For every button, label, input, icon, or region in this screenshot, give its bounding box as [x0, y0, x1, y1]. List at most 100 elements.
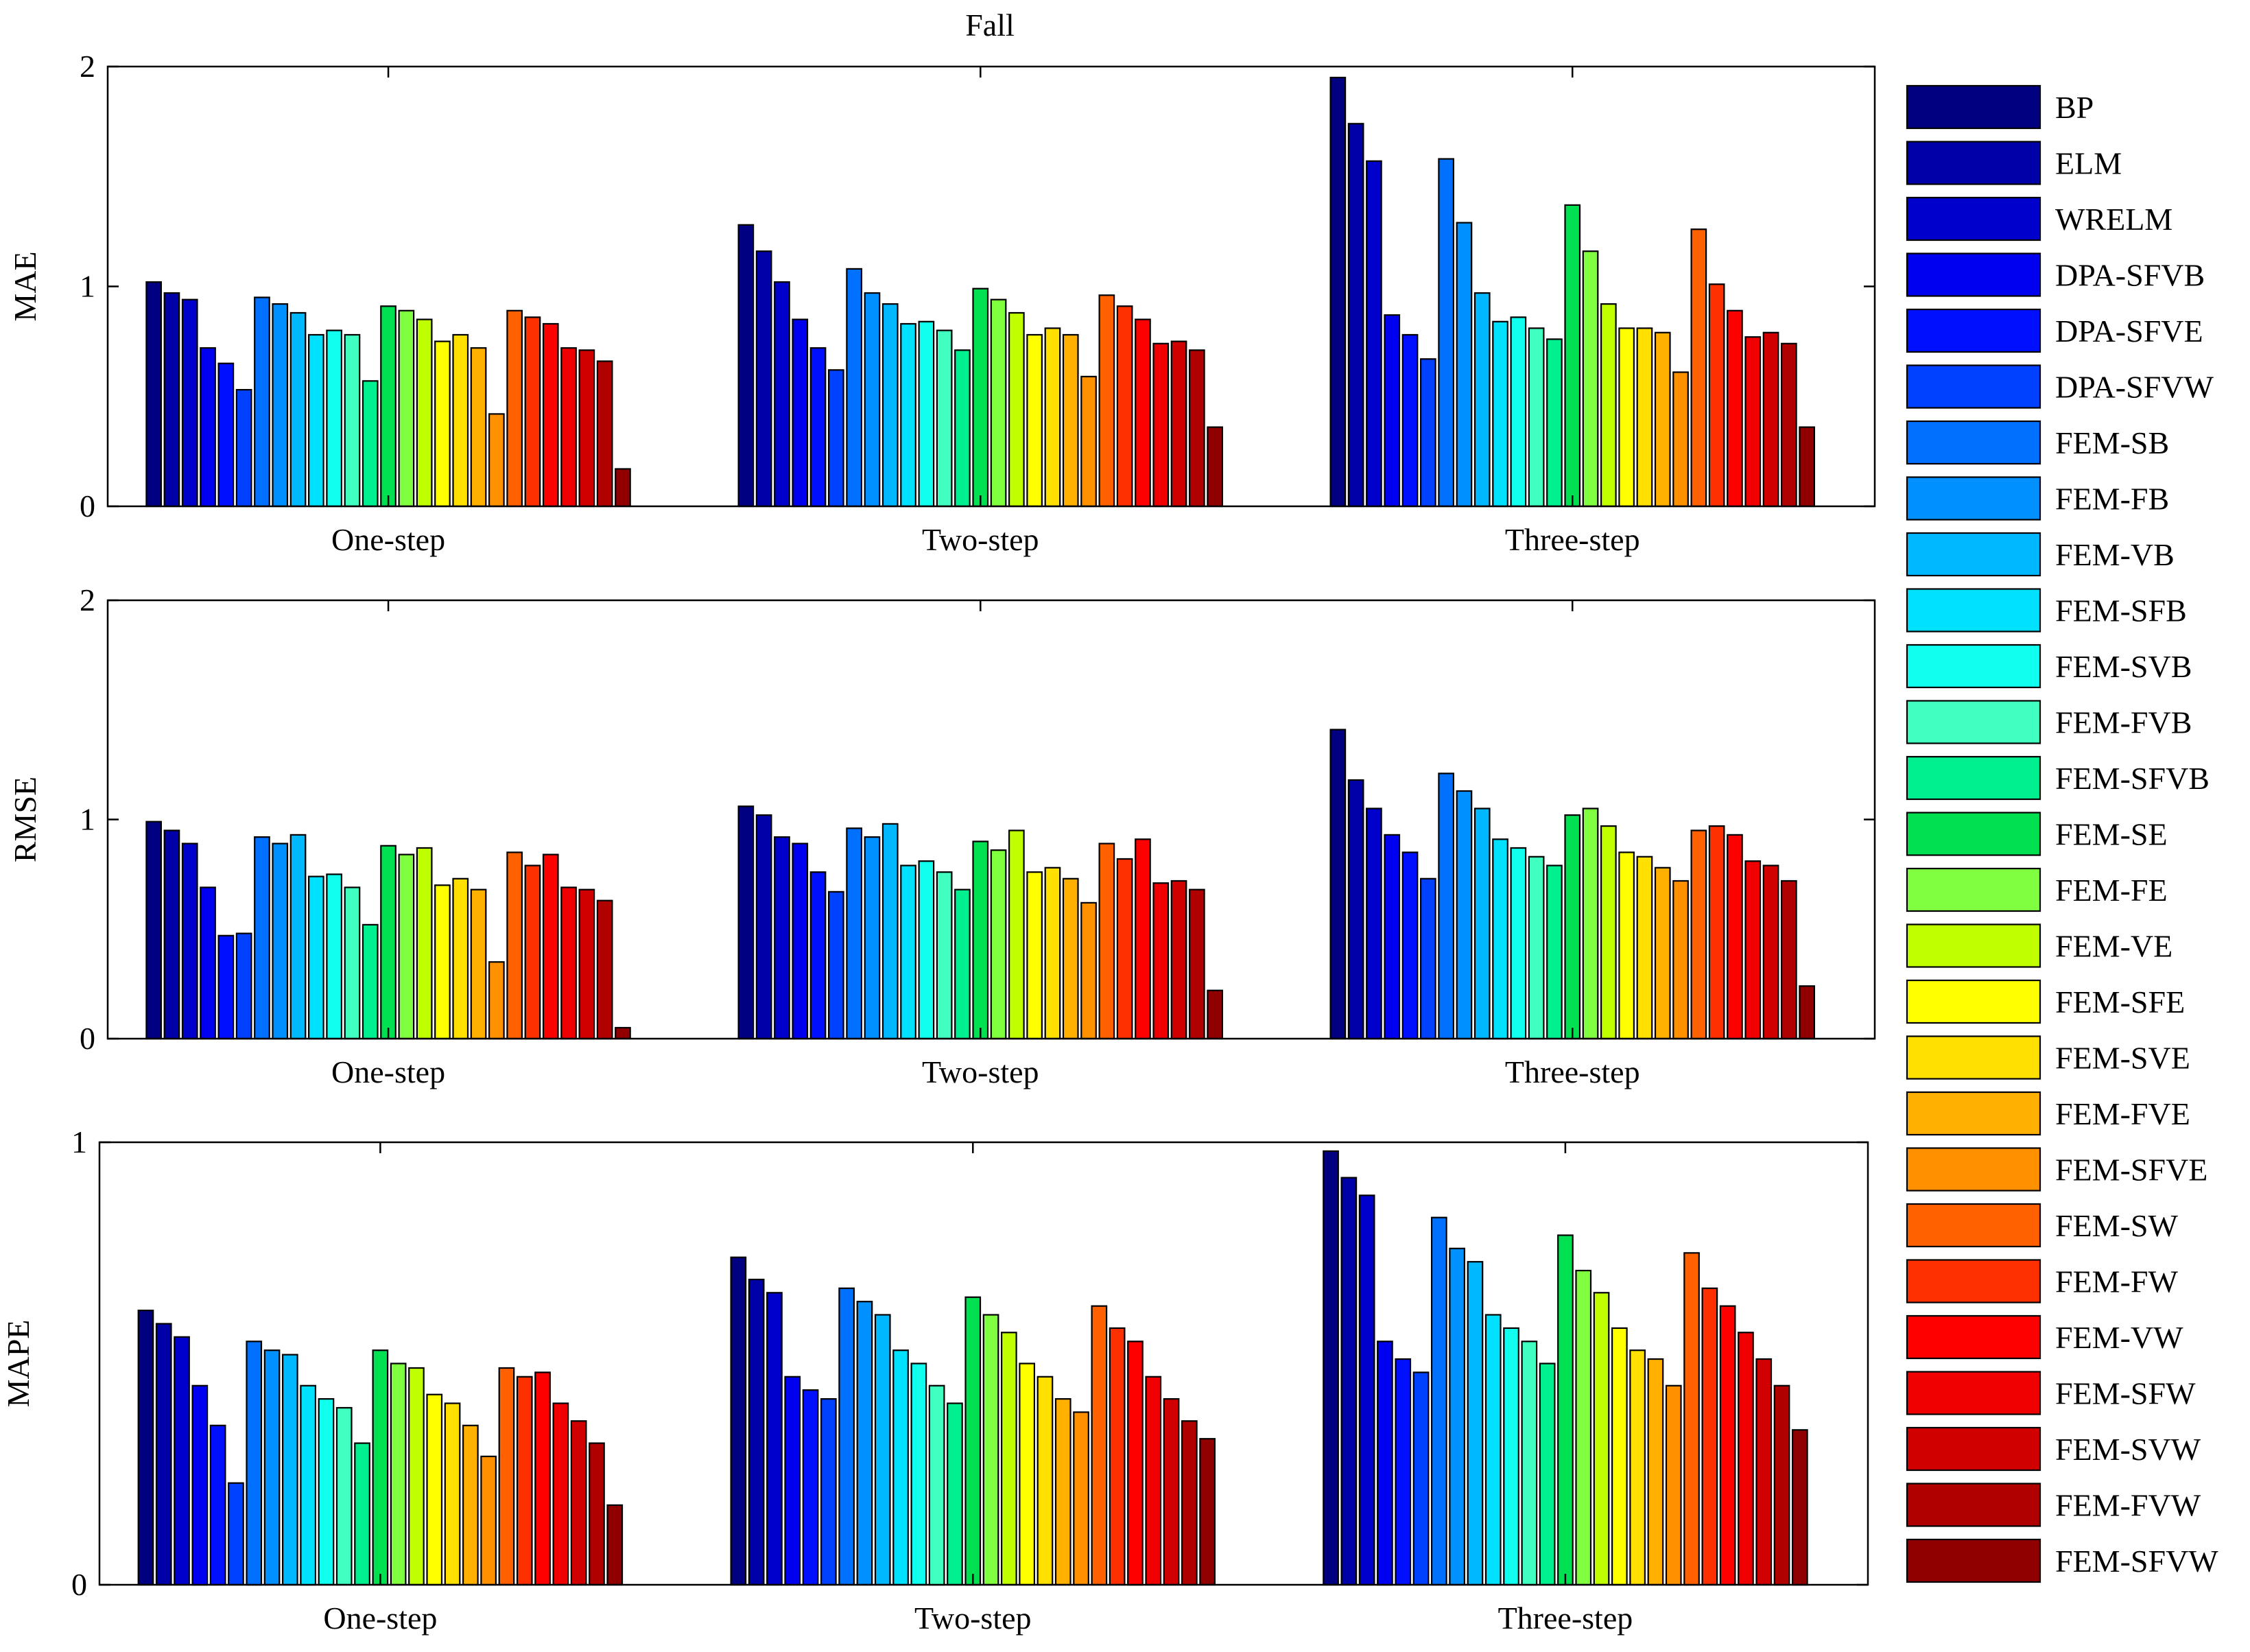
bar-mae-three-step-elm: ELM (Three-step): 1.74	[1347, 123, 1364, 508]
bar-mae-one-step-fem-svb: FEM-SVB (One-step): 0.8	[326, 329, 342, 508]
bar-mape-two-step-fem-sfb: FEM-SFB (Two-step): 0.53	[892, 1349, 909, 1586]
bar-rmse-three-step-fem-sfb: FEM-SFB (Three-step): 0.91	[1492, 838, 1508, 1040]
legend-label: DPA-SFVB	[2055, 258, 2205, 293]
bar-mae-one-step-fem-vw: FEM-VW (One-step): 0.83	[542, 322, 559, 508]
legend-swatch	[1906, 476, 2041, 521]
bar-mae-two-step-fem-fve: FEM-FVE (Two-step): 0.78	[1062, 333, 1079, 508]
bar-rmse-three-step-fem-sfvw: FEM-SFVW (Three-step): 0.24	[1799, 985, 1815, 1040]
bar-mae-three-step-bp: BP (Three-step): 1.95	[1329, 76, 1347, 508]
bar-rmse-three-step-dpa-sfvb: DPA-SFVB (Three-step): 0.93	[1384, 834, 1401, 1040]
bar-mae-one-step-fem-sve: FEM-SVE (One-step): 0.78	[452, 333, 469, 508]
bar-mape-three-step-fem-fvb: FEM-FVB (Three-step): 0.55	[1521, 1341, 1538, 1586]
bar-mae-one-step-fem-sfe: FEM-SFE (One-step): 0.75	[434, 340, 451, 508]
bar-mae-three-step-wrelm: WRELM (Three-step): 1.57	[1366, 160, 1382, 508]
bar-mae-two-step-wrelm: WRELM (Two-step): 1.02	[774, 281, 790, 508]
legend-item: FEM-SFW	[1906, 1371, 2196, 1415]
bar-rmse-two-step-fem-vb: FEM-VB (Two-step): 0.98	[881, 823, 899, 1040]
legend-swatch	[1906, 141, 2041, 185]
bar-rmse-three-step-fem-sfw: FEM-SFW (Three-step): 0.81	[1744, 860, 1762, 1040]
bar-rmse-three-step-fem-sb: FEM-SB (Three-step): 1.21	[1438, 772, 1454, 1040]
bar-mae-three-step-fem-fvb: FEM-FVB (Three-step): 0.81	[1528, 327, 1545, 508]
bar-mae-one-step-fem-sb: FEM-SB (One-step): 0.95	[254, 296, 270, 508]
y-tick-label: 1	[80, 269, 95, 304]
legend-item: FEM-SW	[1906, 1203, 2178, 1248]
bar-mae-one-step-fem-svw: FEM-SVW (One-step): 0.71	[578, 349, 595, 508]
legend-label: FEM-SB	[2055, 425, 2169, 460]
bar-rmse-two-step-bp: BP (Two-step): 1.06	[737, 805, 755, 1040]
bar-mae-three-step-fem-vb: FEM-VB (Three-step): 0.97	[1473, 292, 1491, 508]
bar-rmse-two-step-fem-fb: FEM-FB (Two-step): 0.92	[864, 836, 881, 1040]
bar-rmse-two-step-fem-sfb: FEM-SFB (Two-step): 0.79	[900, 864, 916, 1040]
bar-mae-three-step-fem-sfvw: FEM-SFVW (Three-step): 0.36	[1799, 426, 1815, 508]
legend-item: FEM-FVB	[1906, 700, 2192, 744]
bar-rmse-one-step-fem-sfb: FEM-SFB (One-step): 0.74	[308, 875, 324, 1040]
legend-label: FEM-FE	[2055, 873, 2168, 908]
x-tick-label: Two-step	[914, 1601, 1032, 1636]
bar-mae-three-step-fem-sfb: FEM-SFB (Three-step): 0.84	[1492, 320, 1508, 508]
bar-rmse-one-step-fem-fb: FEM-FB (One-step): 0.89	[272, 842, 289, 1040]
bar-mape-three-step-fem-fb: FEM-FB (Three-step): 0.76	[1449, 1247, 1465, 1586]
bar-rmse-one-step-fem-sfve: FEM-SFVE (One-step): 0.35	[488, 961, 505, 1040]
bar-mape-two-step-fem-sfvw: FEM-SFVW (Two-step): 0.33	[1199, 1438, 1216, 1586]
bar-rmse-two-step-fem-sfvw: FEM-SFVW (Two-step): 0.22	[1207, 989, 1224, 1040]
bar-mape-one-step-fem-fe: FEM-FE (One-step): 0.5	[390, 1362, 407, 1586]
bar-mae-one-step-fem-fb: FEM-FB (One-step): 0.92	[272, 303, 289, 508]
legend-item: FEM-VB	[1906, 532, 2175, 577]
legend-label: FEM-SVB	[2055, 649, 2192, 684]
bar-mape-two-step-fem-sw: FEM-SW (Two-step): 0.63	[1091, 1305, 1108, 1586]
legend-swatch	[1906, 196, 2041, 241]
legend-swatch	[1906, 812, 2041, 856]
bar-mape-three-step-fem-vb: FEM-VB (Three-step): 0.73	[1467, 1261, 1484, 1586]
bar-mape-one-step-fem-fve: FEM-FVE (One-step): 0.36	[462, 1424, 479, 1586]
legend-swatch	[1906, 1314, 2041, 1360]
legend-swatch	[1906, 923, 2041, 968]
bar-mape-two-step-elm: ELM (Two-step): 0.69	[748, 1278, 765, 1586]
legend-label: FEM-SFB	[2055, 593, 2187, 628]
legend-label: ELM	[2055, 146, 2122, 181]
bar-mae-two-step-fem-sfvb: FEM-SFVB (Two-step): 0.71	[954, 349, 971, 508]
bar-rmse-one-step-wrelm: WRELM (One-step): 0.89	[181, 842, 198, 1040]
legend-swatch	[1906, 1147, 2041, 1192]
bar-mae-two-step-fem-ve: FEM-VE (Two-step): 0.88	[1008, 311, 1025, 508]
bar-rmse-two-step-fem-fvw: FEM-FVW (Two-step): 0.68	[1188, 888, 1205, 1040]
bar-mape-one-step-fem-fb: FEM-FB (One-step): 0.53	[263, 1349, 281, 1586]
bar-mape-three-step-fem-sfve: FEM-SFVE (Three-step): 0.45	[1665, 1384, 1682, 1586]
legend-item: FEM-SE	[1906, 812, 2168, 856]
bar-rmse-one-step-fem-svb: FEM-SVB (One-step): 0.75	[326, 873, 342, 1040]
bar-mape-one-step-dpa-sfvb: DPA-SFVB (One-step): 0.45	[191, 1384, 209, 1586]
bar-mae-three-step-fem-fvw: FEM-FVW (Three-step): 0.74	[1781, 342, 1797, 508]
legend-swatch	[1906, 252, 2041, 297]
bar-rmse-two-step-fem-sw: FEM-SW (Two-step): 0.89	[1098, 842, 1115, 1040]
legend-label: WRELM	[2055, 202, 2172, 237]
legend-swatch	[1906, 532, 2041, 577]
bar-mape-two-step-fem-sfw: FEM-SFW (Two-step): 0.47	[1145, 1376, 1162, 1586]
bar-mape-two-step-fem-svw: FEM-SVW (Two-step): 0.42	[1163, 1397, 1180, 1586]
bar-mae-two-step-fem-fvb: FEM-FVB (Two-step): 0.8	[936, 329, 953, 508]
bar-rmse-one-step-elm: ELM (One-step): 0.95	[163, 829, 180, 1040]
legend-swatch	[1906, 755, 2041, 801]
bar-rmse-one-step-fem-svw: FEM-SVW (One-step): 0.68	[578, 888, 595, 1040]
bar-rmse-three-step-wrelm: WRELM (Three-step): 1.05	[1366, 807, 1382, 1040]
bar-mae-two-step-elm: ELM (Two-step): 1.16	[755, 250, 772, 508]
x-tick-label: One-step	[331, 522, 445, 557]
bar-mae-two-step-fem-se: FEM-SE (Two-step): 0.99	[972, 287, 989, 508]
legend-swatch	[1906, 1483, 2041, 1527]
bar-mae-one-step-fem-sfb: FEM-SFB (One-step): 0.78	[308, 333, 324, 508]
bar-mape-three-step-dpa-sfvw: DPA-SFVW (Three-step): 0.48	[1412, 1371, 1430, 1586]
bar-mae-one-step-fem-fe: FEM-FE (One-step): 0.89	[398, 309, 415, 508]
legend-swatch	[1906, 364, 2041, 409]
legend-item: DPA-SFVE	[1906, 308, 2203, 353]
x-tick-label: Two-step	[922, 1054, 1039, 1089]
bar-rmse-three-step-fem-sfe: FEM-SFE (Three-step): 0.85	[1618, 851, 1635, 1040]
bar-mape-three-step-fem-sfe: FEM-SFE (Three-step): 0.58	[1611, 1327, 1628, 1586]
legend-swatch	[1906, 700, 2041, 744]
legend-label: FEM-SFVE	[2055, 1153, 2207, 1188]
legend-label: FEM-SVW	[2055, 1432, 2201, 1467]
bar-mape-three-step-wrelm: WRELM (Three-step): 0.88	[1358, 1194, 1375, 1586]
bar-mape-three-step-bp: BP (Three-step): 0.98	[1323, 1150, 1339, 1586]
bar-mae-two-step-fem-fe: FEM-FE (Two-step): 0.94	[990, 298, 1007, 508]
legend-label: FEM-FVW	[2055, 1488, 2201, 1523]
bar-mape-one-step-dpa-sfvw: DPA-SFVW (One-step): 0.23	[228, 1482, 244, 1586]
legend-item: FEM-SFVW	[1906, 1538, 2218, 1583]
legend-item: FEM-SFVE	[1906, 1147, 2207, 1192]
